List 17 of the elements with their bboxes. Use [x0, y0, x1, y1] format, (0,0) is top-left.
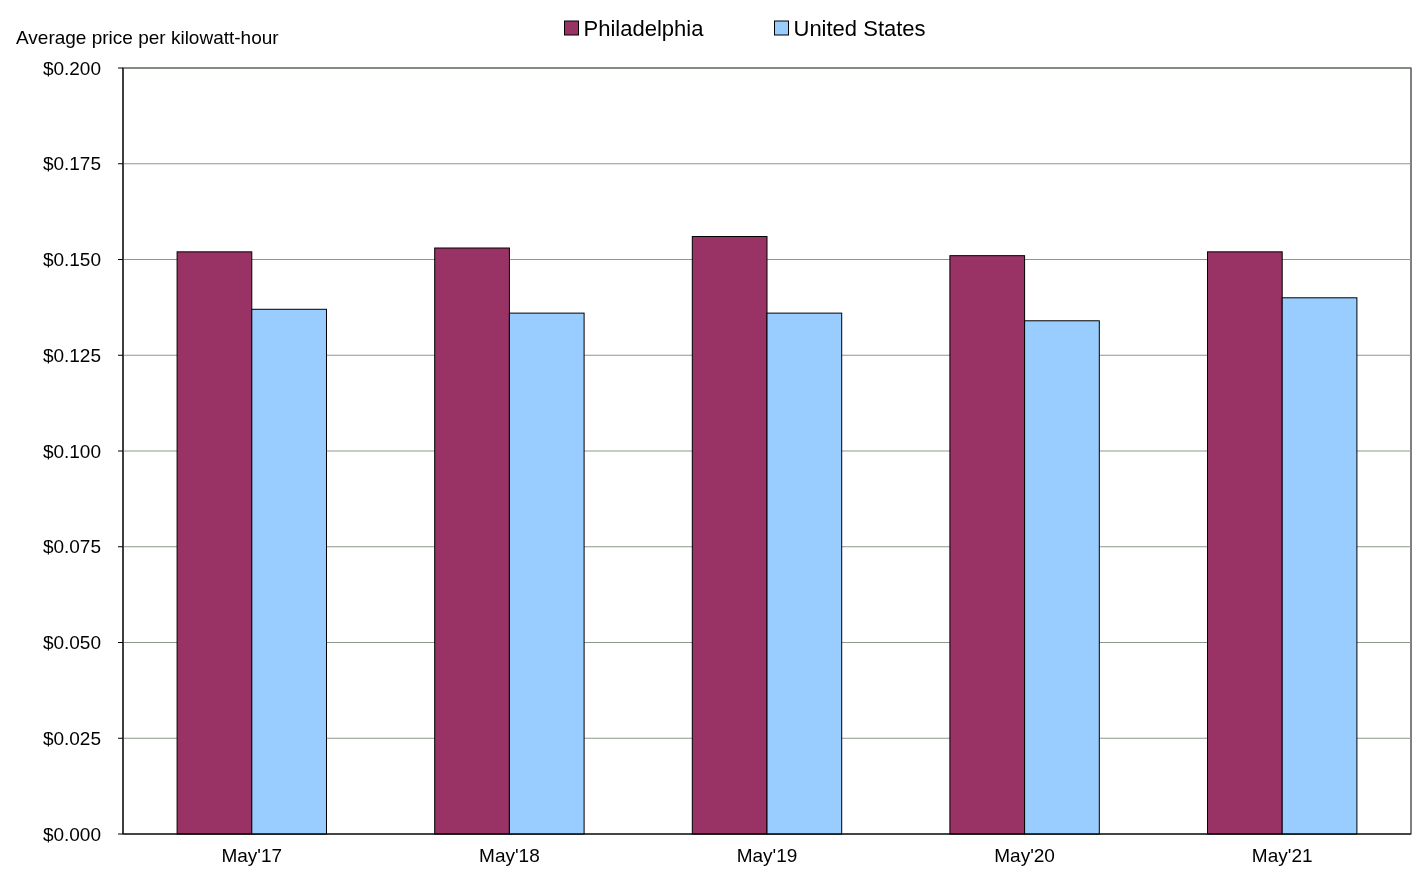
x-tick-label: May'19 — [736, 845, 798, 866]
y-tick-label: $0.175 — [42, 153, 101, 175]
x-tick-label: May'20 — [994, 845, 1055, 866]
x-tick-label: May'21 — [1251, 845, 1313, 866]
y-tick-label: $0.100 — [42, 440, 101, 462]
y-tick-label: $0.125 — [42, 344, 101, 366]
y-axis-title: Average price per kilowatt-hour — [16, 27, 280, 48]
x-tick-label: May'18 — [479, 845, 540, 866]
y-tick-label: $0.150 — [42, 249, 101, 271]
legend-label: Philadelphia — [583, 15, 705, 41]
legend-label: United States — [793, 15, 926, 41]
x-tick-label: May'17 — [221, 845, 283, 866]
y-tick-label: $0.025 — [42, 727, 101, 749]
y-tick-label: $0.050 — [42, 632, 101, 654]
y-tick-label: $0.200 — [42, 57, 101, 79]
y-tick-label: $0.075 — [42, 536, 101, 558]
y-tick-label: $0.000 — [42, 823, 101, 845]
